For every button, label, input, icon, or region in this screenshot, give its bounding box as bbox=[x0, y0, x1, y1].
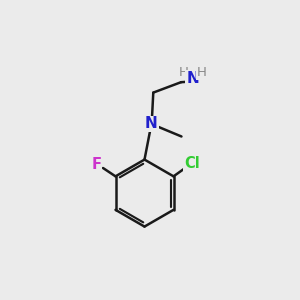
Text: F: F bbox=[92, 157, 102, 172]
Text: H: H bbox=[196, 67, 206, 80]
Text: N: N bbox=[186, 71, 199, 86]
Text: H: H bbox=[179, 67, 189, 80]
Text: Cl: Cl bbox=[184, 156, 200, 171]
Text: N: N bbox=[145, 116, 158, 131]
